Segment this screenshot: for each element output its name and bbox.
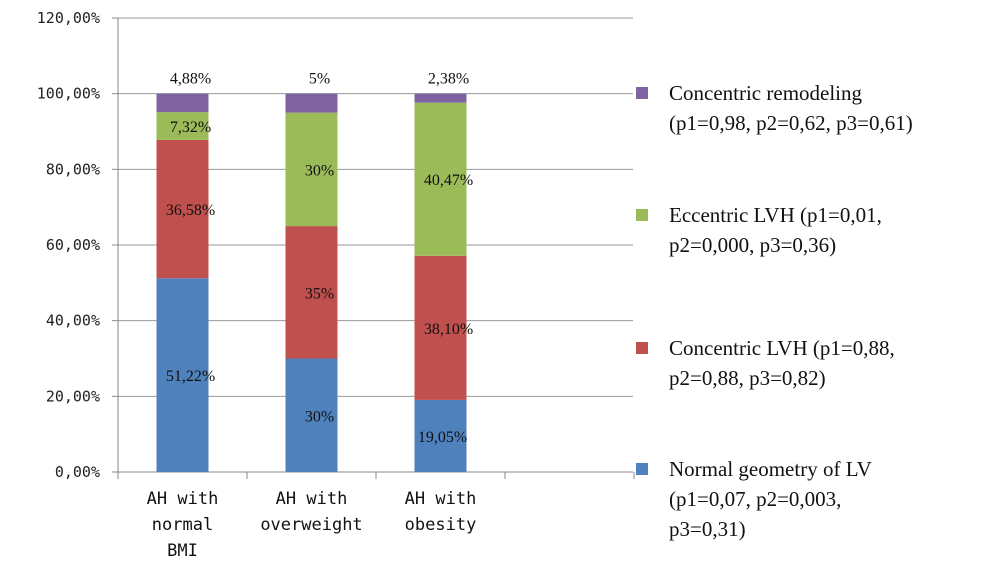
x-category-label: overweight — [260, 515, 362, 535]
x-category-label: AH with — [276, 489, 348, 509]
data-label: 30% — [305, 408, 334, 425]
x-category-label: AH with — [405, 489, 477, 509]
bar-segment — [285, 112, 338, 227]
legend-swatch — [636, 87, 648, 99]
legend-label: Normal geometry of LV (p1=0,07, p2=0,003,… — [669, 457, 872, 541]
data-label: 4,88% — [170, 71, 211, 88]
bar-segment — [156, 93, 209, 113]
chart-legend: Concentric remodeling (p1=0,98, p2=0,62, … — [636, 0, 997, 573]
y-tick-label: 120,00% — [37, 9, 100, 27]
data-label: 35% — [305, 285, 334, 302]
y-tick-label: 20,00% — [46, 387, 100, 405]
data-label: 40,47% — [424, 172, 473, 189]
bar-segment — [285, 358, 338, 472]
legend-label: Concentric LVH (p1=0,88, p2=0,88, p3=0,82… — [669, 336, 895, 390]
data-label: 19,05% — [418, 429, 467, 446]
bar-segment — [414, 255, 467, 400]
x-category-label: normal — [152, 515, 213, 535]
y-tick-label: 100,00% — [37, 85, 100, 103]
x-category-label: AH with — [147, 489, 219, 509]
legend-swatch — [636, 209, 648, 221]
bar-segment — [156, 139, 209, 279]
y-tick-label: 40,00% — [46, 312, 100, 330]
data-label: 51,22% — [166, 368, 215, 385]
data-label: 7,32% — [170, 119, 211, 136]
data-label: 30% — [305, 162, 334, 179]
y-tick-label: 80,00% — [46, 160, 100, 178]
bar-segment — [156, 278, 209, 472]
data-label: 38,10% — [424, 321, 473, 338]
x-category-label: BMI — [167, 541, 198, 561]
bar-segment — [414, 399, 467, 472]
bar-segment — [414, 102, 467, 256]
bar-segment — [285, 226, 338, 359]
bar-segment — [285, 93, 338, 113]
x-category-label: obesity — [405, 515, 477, 535]
data-label: 36,58% — [166, 202, 215, 219]
y-tick-label: 60,00% — [46, 236, 100, 254]
legend-swatch — [636, 342, 648, 354]
data-label: 5% — [309, 71, 330, 88]
data-label: 2,38% — [428, 71, 469, 88]
bar-segment — [156, 112, 209, 140]
legend-label: Eccentric LVH (p1=0,01, p2=0,000, p3=0,36… — [669, 203, 882, 257]
legend-swatch — [636, 463, 648, 475]
y-tick-label: 0,00% — [55, 463, 100, 481]
bar-segment — [414, 93, 467, 103]
legend-label: Concentric remodeling (p1=0,98, p2=0,62, … — [669, 81, 913, 135]
